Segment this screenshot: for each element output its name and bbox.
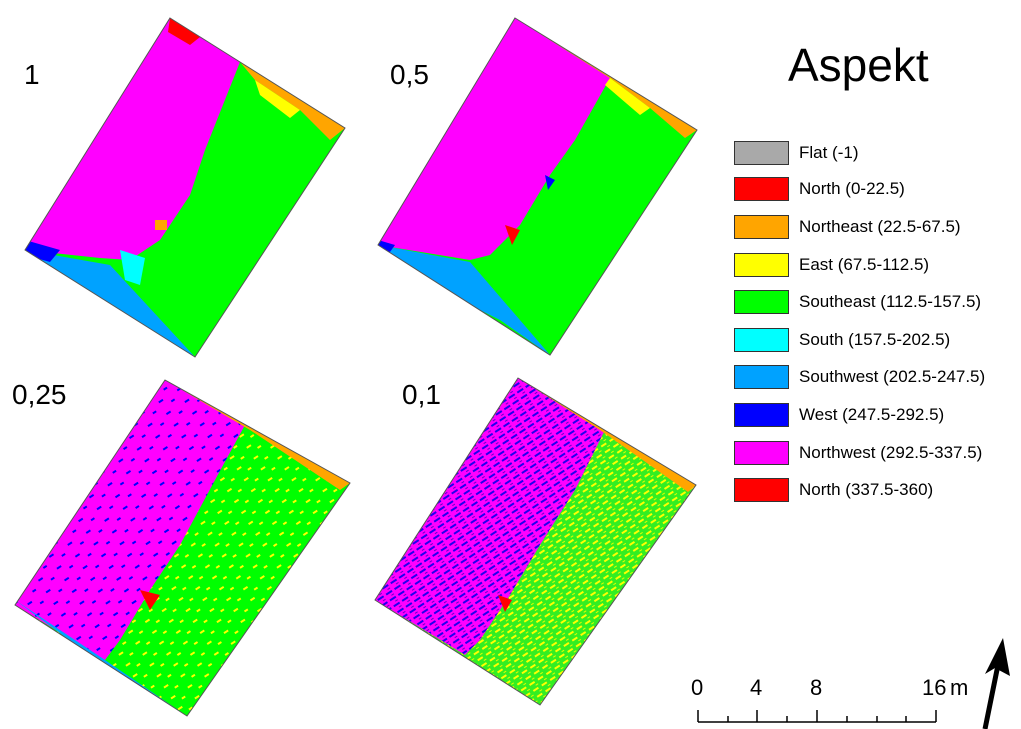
scale-label-0: 0 <box>691 675 704 700</box>
legend-label: North (0-22.5) <box>799 179 905 198</box>
panel-label-0-1: 0,1 <box>402 379 441 410</box>
panel-label-0-25: 0,25 <box>12 379 67 410</box>
legend-label: Northwest (292.5-337.5) <box>799 443 983 462</box>
legend-label: Northeast (22.5-67.5) <box>799 217 961 236</box>
panel-label-0-5: 0,5 <box>390 59 429 90</box>
scale-label-8: 8 <box>810 675 823 700</box>
aspect-map-resolution-0-25 <box>15 380 350 716</box>
legend-swatch <box>734 215 789 239</box>
legend-label: South (157.5-202.5) <box>799 330 951 349</box>
legend-label: West (247.5-292.5) <box>799 405 945 424</box>
legend-label: Southwest (202.5-247.5) <box>799 367 986 386</box>
legend-label: Flat (-1) <box>799 143 859 162</box>
legend-swatch <box>734 141 789 165</box>
legend-item-northeast: Northeast (22.5-67.5) <box>734 213 961 241</box>
legend-swatch <box>734 290 789 314</box>
aspect-map-resolution-0-1 <box>375 378 696 705</box>
legend-item-south: South (157.5-202.5) <box>734 326 950 354</box>
legend-item-east: East (67.5-112.5) <box>734 251 929 279</box>
panel-label-1: 1 <box>24 59 40 90</box>
legend-swatch <box>734 403 789 427</box>
scale-unit: m <box>950 675 969 700</box>
legend-swatch <box>734 365 789 389</box>
legend-item-flat: Flat (-1) <box>734 139 859 167</box>
aspect-map-resolution-1 <box>25 18 345 357</box>
legend-swatch <box>734 328 789 352</box>
legend-item-north: North (0-22.5) <box>734 175 905 203</box>
legend-item-north-2: North (337.5-360) <box>734 476 933 504</box>
legend-label: Southeast (112.5-157.5) <box>799 292 982 311</box>
north-arrow-icon <box>982 638 1010 729</box>
legend-item-southwest: Southwest (202.5-247.5) <box>734 363 985 391</box>
legend-label: East (67.5-112.5) <box>799 255 930 274</box>
legend-item-southeast: Southeast (112.5-157.5) <box>734 288 981 316</box>
scale-label-4: 4 <box>750 675 763 700</box>
scale-bar <box>697 710 937 723</box>
legend-item-west: West (247.5-292.5) <box>734 401 944 429</box>
legend-swatch <box>734 478 789 502</box>
legend-swatch <box>734 177 789 201</box>
legend-swatch <box>734 253 789 277</box>
legend-label: North (337.5-360) <box>799 480 934 499</box>
legend-swatch <box>734 441 789 465</box>
scale-label-16: 16 <box>922 675 947 700</box>
legend-item-northwest: Northwest (292.5-337.5) <box>734 439 982 467</box>
legend-title: Aspekt <box>788 39 929 91</box>
